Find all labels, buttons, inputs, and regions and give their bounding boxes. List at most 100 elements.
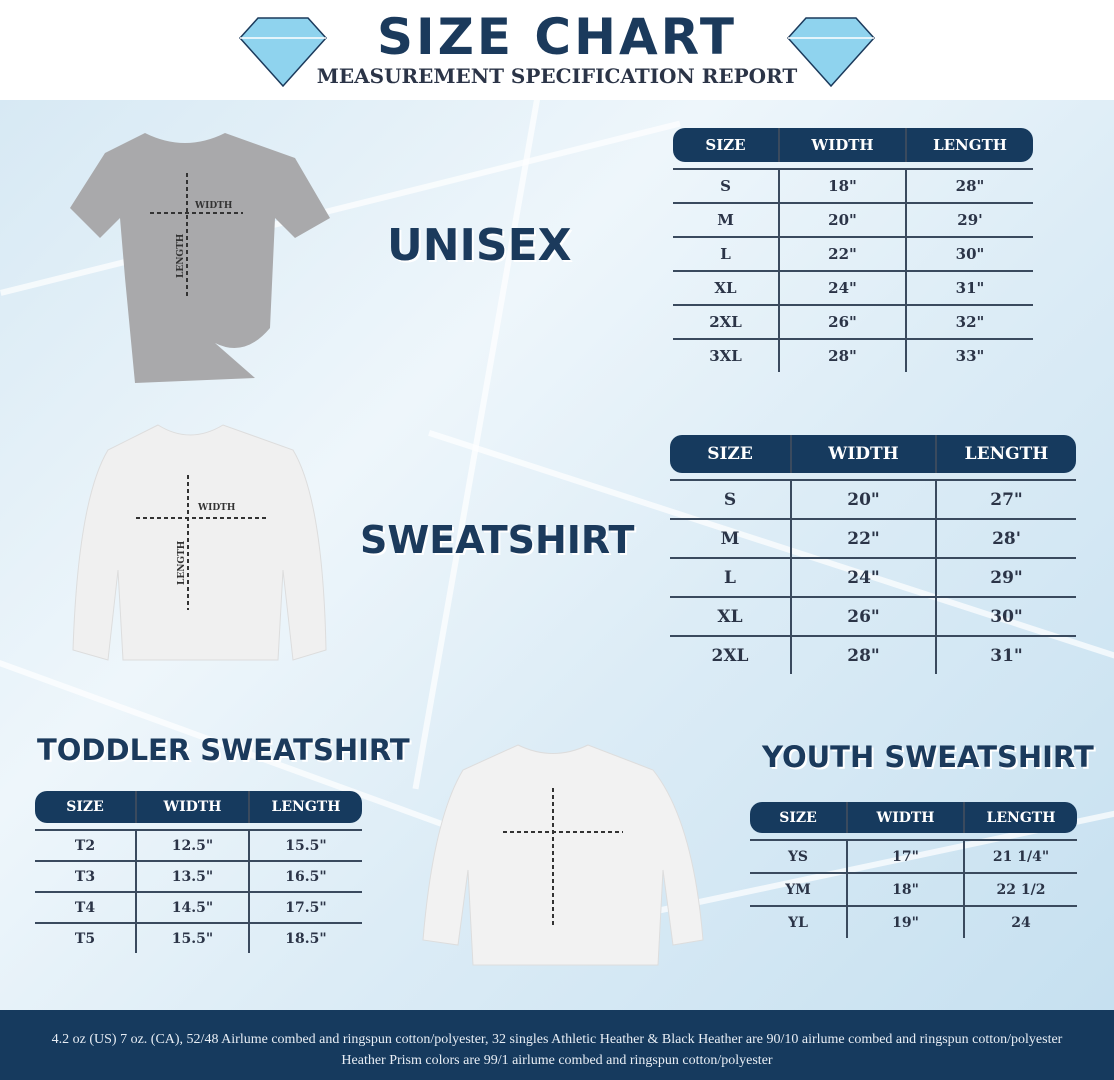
youth-size-table: SIZE WIDTH LENGTH YS 17" 21 1/4" YM 18" 22 1/2 YL… [750,802,1077,938]
table-row: L 22" 30" [673,236,1033,270]
table-cell: S [720,177,731,195]
youth-heading: YOUTH SWEATSHIRT [762,740,1094,774]
width-label: WIDTH [197,503,236,513]
table-cell: 22 1/2 [963,874,1077,905]
sweatshirt-size-table: SIZE WIDTH LENGTH S 20" 27" M 22" 28' L 24" 29" XL 26… [670,435,1076,674]
table-row: XL 26" 30" [670,596,1076,635]
table-cell: 15.5" [248,831,362,860]
table-row: 3XL 28" 33" [673,338,1033,372]
table-cell: 16.5" [248,862,362,891]
column-header: WIDTH [778,128,905,162]
table-row: M 22" 28' [670,518,1076,557]
table-cell: 18" [778,170,905,202]
table-cell: T5 [74,930,96,947]
table-cell: 3XL [709,347,742,365]
table-cell: 28' [935,520,1076,557]
table-cell: 30" [935,598,1076,635]
table-cell: 14.5" [135,893,248,922]
table-cell: 17" [846,841,963,872]
length-label: LENGTH [176,233,186,278]
table-cell: T2 [74,837,96,854]
column-header: SIZE [705,136,746,154]
table-cell: 30" [905,238,1033,270]
table-cell: YS [787,848,809,865]
table-header: SIZE WIDTH LENGTH [35,791,362,823]
table-row: S 20" 27" [670,479,1076,518]
table-cell: M [717,211,734,229]
table-cell: 24" [778,272,905,304]
table-cell: 33" [905,340,1033,372]
table-cell: 26" [790,598,935,635]
column-header: SIZE [66,799,104,815]
table-cell: 18.5" [248,924,362,953]
sweatshirt-heading: SWEATSHIRT [360,518,635,562]
table-row: T3 13.5" 16.5" [35,860,362,891]
table-header: SIZE WIDTH LENGTH [670,435,1076,473]
table-cell: 13.5" [135,862,248,891]
table-cell: 18" [846,874,963,905]
unisex-heading: UNISEX [387,220,572,271]
table-cell: L [720,245,731,263]
table-cell: S [723,489,737,510]
table-cell: 20" [790,481,935,518]
table-cell: 17.5" [248,893,362,922]
page-title: SIZE CHART [376,8,738,66]
tshirt-image: WIDTH LENGTH [70,133,330,383]
footer-fabric-info: 4.2 oz (US) 7 oz. (CA), 52/48 Airlume co… [0,1010,1114,1080]
column-header: WIDTH [135,791,248,823]
table-cell: XL [714,279,737,297]
table-row: XL 24" 31" [673,270,1033,304]
table-cell: 15.5" [135,924,248,953]
table-cell: 27" [935,481,1076,518]
table-cell: 12.5" [135,831,248,860]
table-cell: 2XL [709,313,742,331]
table-cell: YM [785,881,811,898]
width-label: WIDTH [194,201,233,211]
table-cell: 21 1/4" [963,841,1077,872]
table-cell: 28" [790,637,935,674]
column-header: LENGTH [905,128,1033,162]
table-row: YL 19" 24 [750,905,1077,938]
table-cell: XL [717,606,743,627]
diamond-icon [238,17,328,88]
length-label: LENGTH [177,540,187,585]
table-header: SIZE WIDTH LENGTH [750,802,1077,833]
table-cell: 31" [905,272,1033,304]
column-header: WIDTH [846,802,963,833]
table-row: L 24" 29" [670,557,1076,596]
header: SIZE CHART MEASUREMENT SPECIFICATION REP… [0,0,1114,100]
table-cell: 28" [905,170,1033,202]
table-row: T2 12.5" 15.5" [35,829,362,860]
table-cell: 22" [790,520,935,557]
table-cell: L [724,567,736,588]
table-row: 2XL 28" 31" [670,635,1076,674]
table-cell: 29' [905,204,1033,236]
column-header: LENGTH [963,802,1077,833]
table-header: SIZE WIDTH LENGTH [673,128,1033,162]
table-cell: M [720,528,740,549]
table-cell: 31" [935,637,1076,674]
table-cell: 26" [778,306,905,338]
table-row: T5 15.5" 18.5" [35,922,362,953]
column-header: LENGTH [248,791,362,823]
table-row: YM 18" 22 1/2 [750,872,1077,905]
table-row: M 20" 29' [673,202,1033,236]
sweatshirt-image: WIDTH LENGTH [72,424,327,661]
youth-sweatshirt-image [422,744,704,966]
table-cell: 19" [846,907,963,938]
table-row: T4 14.5" 17.5" [35,891,362,922]
page-subtitle: MEASUREMENT SPECIFICATION REPORT [316,64,798,88]
diamond-icon [786,17,876,88]
table-row: YS 17" 21 1/4" [750,839,1077,872]
table-row: 2XL 26" 32" [673,304,1033,338]
table-cell: 24" [790,559,935,596]
table-cell: 20" [778,204,905,236]
column-header: SIZE [779,809,817,826]
column-header: WIDTH [790,435,935,473]
table-cell: 28" [778,340,905,372]
table-cell: T4 [74,899,96,916]
table-cell: 24 [963,907,1077,938]
toddler-heading: TODDLER SWEATSHIRT [37,733,410,767]
table-cell: 32" [905,306,1033,338]
column-header: LENGTH [935,435,1076,473]
